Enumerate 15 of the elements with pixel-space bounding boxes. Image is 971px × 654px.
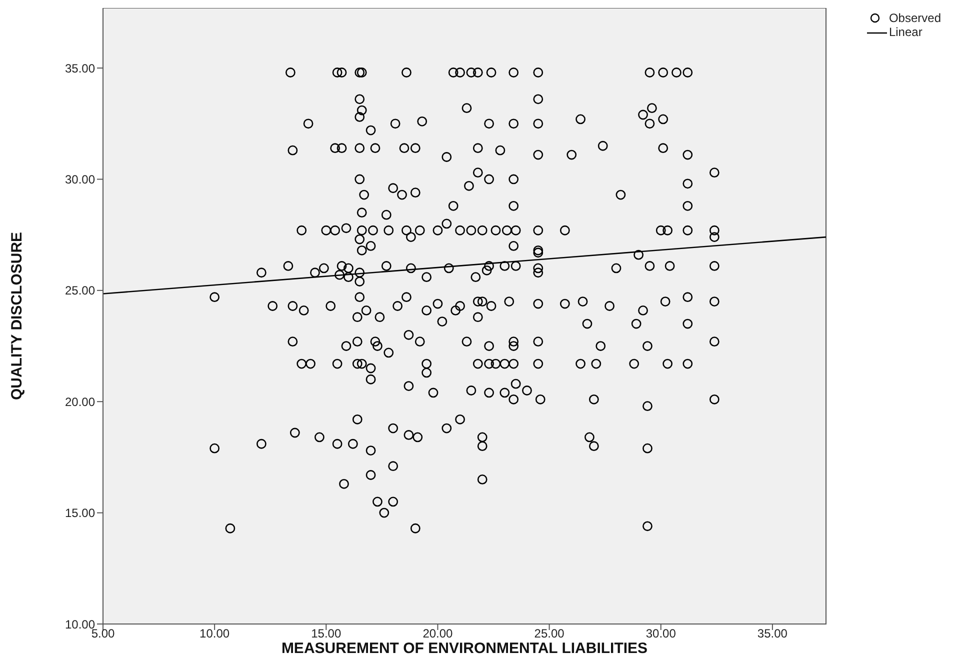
x-tick-label: 15.00 xyxy=(311,626,342,641)
y-axis-title: QUALITY DISCLOSURE xyxy=(8,232,26,400)
y-tick-label: 25.00 xyxy=(64,284,96,298)
y-tick-label: 20.00 xyxy=(64,394,96,409)
x-tick-label: 30.00 xyxy=(646,626,676,641)
y-tick-label: 30.00 xyxy=(64,172,96,186)
x-tick-label: 10.00 xyxy=(200,626,230,641)
x-tick-label: 25.00 xyxy=(534,626,565,641)
x-tick-label: 20.00 xyxy=(422,626,454,641)
y-tick-label: 15.00 xyxy=(64,506,96,520)
legend-label: Linear xyxy=(888,25,922,39)
legend-label: Observed xyxy=(888,11,941,25)
x-axis-title: MEASUREMENT OF ENVIRONMENTAL LIABILITIES xyxy=(281,640,648,654)
x-tick-label: 35.00 xyxy=(757,626,788,641)
y-tick-label: 35.00 xyxy=(64,61,96,76)
